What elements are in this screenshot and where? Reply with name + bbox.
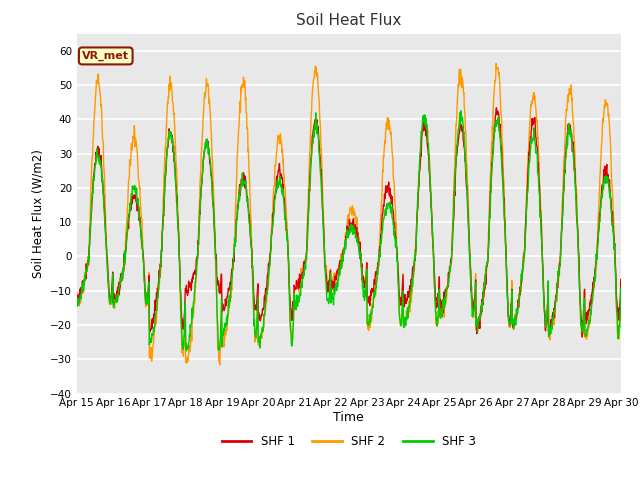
SHF 3 [73,300,81,305]
Line: SHF 2: SHF 2 [77,63,621,365]
Title: Soil Heat Flux: Soil Heat Flux [296,13,401,28]
SHF 3 [457,108,465,114]
SHF 2 [492,60,500,66]
SHF 1 [433,300,441,306]
SHF 3 [434,322,442,327]
SHF 3 [553,291,561,297]
SHF 1 [255,310,262,315]
Line: SHF 3: SHF 3 [77,111,621,351]
SHF 2 [255,337,263,343]
Y-axis label: Soil Heat Flux (W/m2): Soil Heat Flux (W/m2) [31,149,45,278]
SHF 1 [493,105,500,111]
SHF 3 [255,335,263,341]
SHF 3 [617,285,625,291]
SHF 3 [195,247,202,253]
SHF 1 [194,253,202,259]
X-axis label: Time: Time [333,411,364,424]
SHF 3 [180,319,188,324]
Legend: SHF 1, SHF 2, SHF 3: SHF 1, SHF 2, SHF 3 [217,430,481,453]
SHF 2 [553,299,561,304]
Text: VR_met: VR_met [82,51,129,61]
Line: SHF 1: SHF 1 [77,108,621,337]
SHF 2 [73,292,81,298]
SHF 2 [434,316,442,322]
SHF 2 [216,362,223,368]
SHF 2 [617,295,625,300]
SHF 1 [505,314,513,320]
SHF 1 [553,291,561,297]
SHF 1 [579,334,586,340]
SHF 3 [505,319,513,324]
SHF 1 [180,310,188,316]
SHF 2 [505,322,513,327]
SHF 1 [617,276,625,282]
SHF 2 [180,324,188,329]
SHF 3 [182,348,190,354]
SHF 1 [73,294,81,300]
SHF 2 [194,252,202,258]
